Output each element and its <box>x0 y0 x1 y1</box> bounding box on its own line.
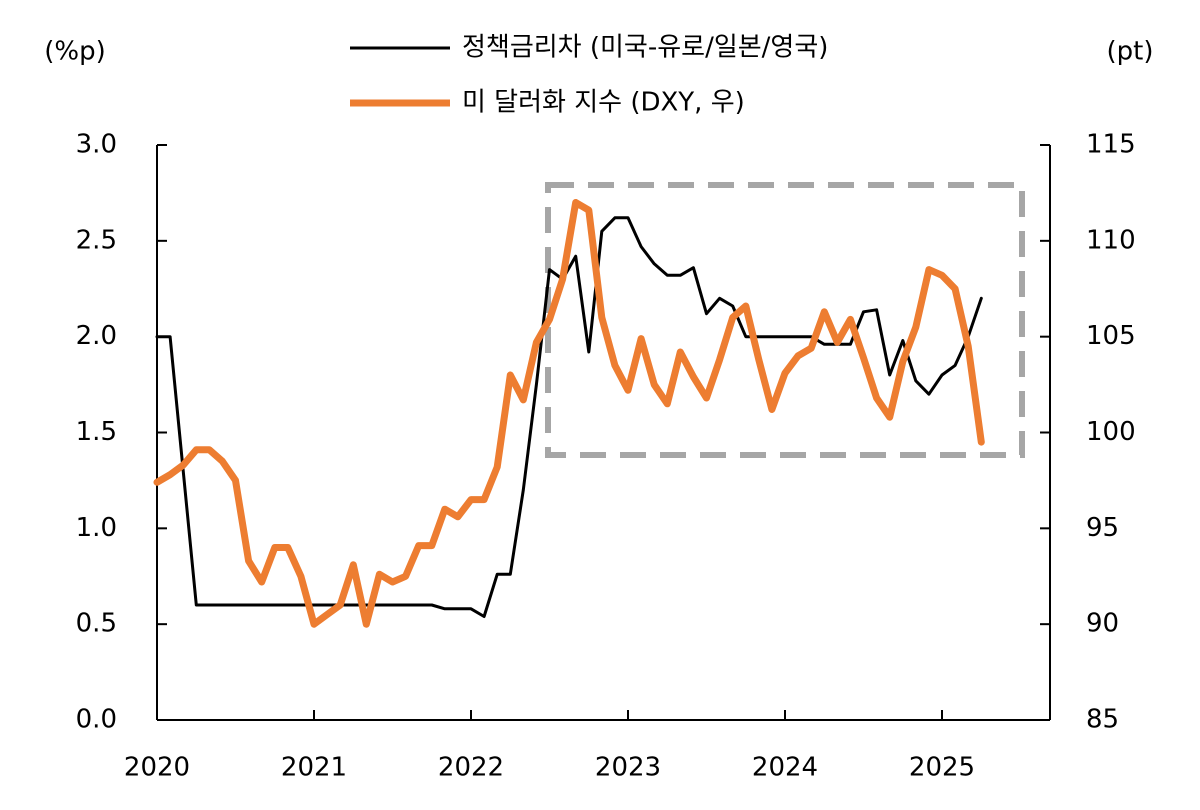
y2-axis-label: (pt) <box>1107 37 1154 67</box>
x-tick-label: 2020 <box>124 753 190 783</box>
highlight-box <box>545 182 1025 458</box>
y2-tick-label: 85 <box>1086 705 1119 735</box>
y-tick-label: 3.0 <box>76 130 117 160</box>
y-tick-label: 2.0 <box>76 321 117 351</box>
x-tick-label: 2025 <box>909 753 975 783</box>
x-tick-label: 2023 <box>595 753 661 783</box>
y-tick-label: 2.5 <box>76 225 117 255</box>
y-tick-label: 0.5 <box>76 609 117 639</box>
series-line <box>155 216 983 618</box>
legend-label: 정책금리차 (미국-유로/일본/영국) <box>462 33 828 63</box>
x-tick-label: 2022 <box>438 753 504 783</box>
y-tick-label: 0.0 <box>76 705 117 735</box>
y-tick-label: 1.5 <box>76 417 117 447</box>
y2-tick-label: 110 <box>1086 225 1136 255</box>
y2-tick-label: 115 <box>1086 130 1136 160</box>
y2-tick-label: 105 <box>1086 321 1136 351</box>
y2-tick-label: 100 <box>1086 417 1136 447</box>
legend-label: 미 달러화 지수 (DXY, 우) <box>462 88 745 118</box>
series-line <box>153 199 985 628</box>
x-tick-label: 2021 <box>281 753 347 783</box>
y2-tick-label: 95 <box>1086 513 1119 543</box>
y2-tick-label: 90 <box>1086 609 1119 639</box>
y-tick-label: 1.0 <box>76 513 117 543</box>
x-tick-label: 2024 <box>752 753 818 783</box>
y-axis-label: (%p) <box>44 37 106 67</box>
